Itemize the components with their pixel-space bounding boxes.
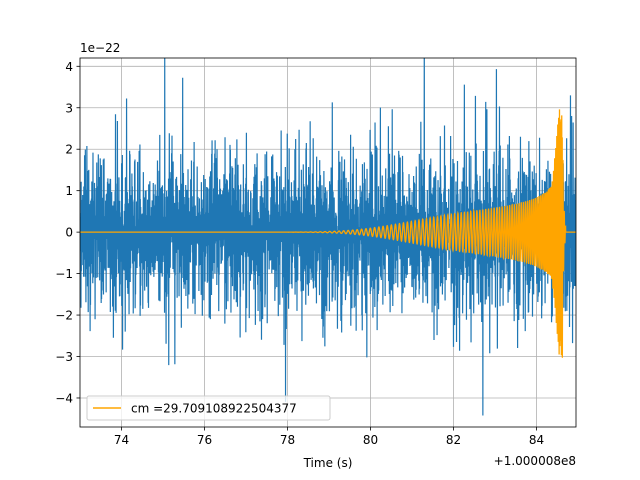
x-tick-label: 74 xyxy=(114,433,129,447)
y-tick-label: −3 xyxy=(55,350,73,364)
legend: cm =29.709108922504377 xyxy=(86,395,331,421)
series-chirp xyxy=(80,109,576,358)
x-tick-label: 84 xyxy=(529,433,544,447)
y-tick-label: −1 xyxy=(55,267,73,281)
x-axis-label: Time (s) xyxy=(303,456,353,470)
y-scale-label: 1e−22 xyxy=(80,41,120,55)
y-tick-label: −4 xyxy=(55,391,73,405)
x-tick-label: 76 xyxy=(197,433,212,447)
y-tick-label: −2 xyxy=(55,309,73,323)
axes-frame xyxy=(79,57,577,428)
y-tick-label: 1 xyxy=(65,184,73,198)
y-tick-label: 2 xyxy=(65,143,73,157)
x-offset-label: +1.000008e8 xyxy=(494,454,576,468)
y-tick-label: 4 xyxy=(65,60,73,74)
x-tick-label: 78 xyxy=(280,433,295,447)
y-tick-label: 3 xyxy=(65,101,73,115)
y-tick-label: 0 xyxy=(65,226,73,240)
ticks: 74 76 78 80 82 84 −4 −3 −2 −1 0 1 2 3 4 xyxy=(55,60,544,447)
x-tick-label: 82 xyxy=(446,433,461,447)
plot-area xyxy=(80,58,576,416)
series-noise xyxy=(80,58,576,416)
x-tick-label: 80 xyxy=(363,433,378,447)
legend-box xyxy=(86,395,331,421)
legend-entry: cm =29.709108922504377 xyxy=(131,402,297,416)
